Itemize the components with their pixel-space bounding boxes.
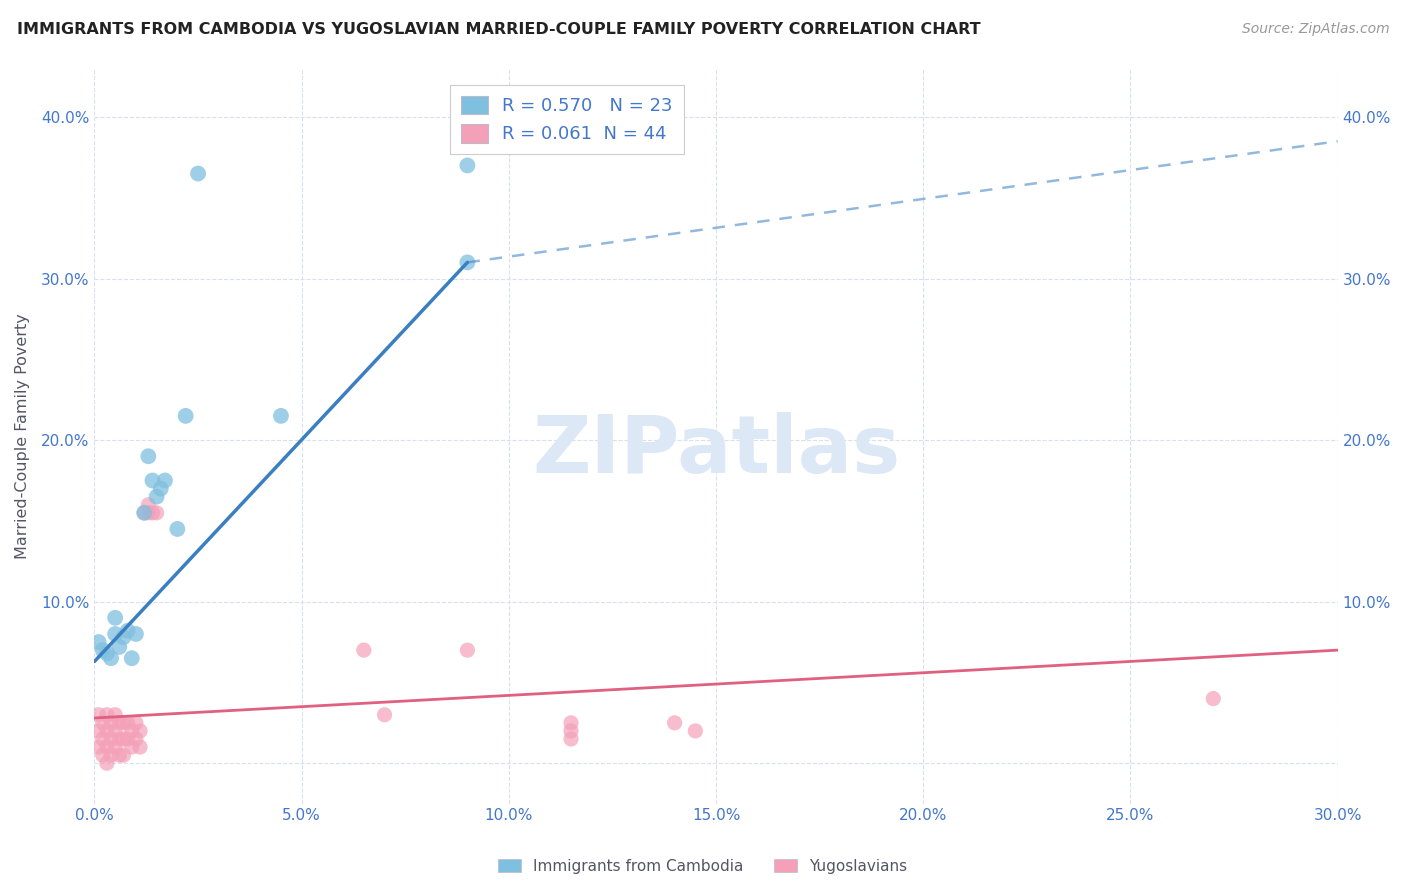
Point: [87, 740, 110, 755]
Point: [166, 522, 188, 536]
Point: [149, 482, 172, 496]
Point: [96, 756, 118, 771]
Point: [141, 506, 163, 520]
Point: [125, 731, 148, 746]
Legend: R = 0.570   N = 23, R = 0.061  N = 44: R = 0.570 N = 23, R = 0.061 N = 44: [450, 85, 683, 154]
Point: [117, 715, 139, 730]
Point: [456, 158, 478, 172]
Point: [104, 627, 127, 641]
Point: [108, 715, 131, 730]
Point: [134, 506, 156, 520]
Point: [100, 748, 122, 763]
Point: [187, 167, 209, 181]
Point: [153, 474, 176, 488]
Point: [100, 715, 122, 730]
Point: [91, 715, 114, 730]
Point: [112, 630, 135, 644]
Point: [125, 627, 148, 641]
Point: [685, 723, 707, 738]
Point: [104, 740, 127, 755]
Point: [112, 748, 135, 763]
Text: IMMIGRANTS FROM CAMBODIA VS YUGOSLAVIAN MARRIED-COUPLE FAMILY POVERTY CORRELATIO: IMMIGRANTS FROM CAMBODIA VS YUGOSLAVIAN …: [17, 22, 980, 37]
Point: [104, 723, 127, 738]
Point: [664, 715, 686, 730]
Point: [87, 635, 110, 649]
Y-axis label: Married-Couple Family Poverty: Married-Couple Family Poverty: [15, 313, 30, 559]
Point: [138, 450, 160, 464]
Point: [91, 731, 114, 746]
Point: [121, 723, 143, 738]
Point: [100, 731, 122, 746]
Point: [108, 748, 131, 763]
Point: [112, 715, 135, 730]
Point: [134, 506, 156, 520]
Point: [108, 731, 131, 746]
Point: [174, 409, 197, 423]
Point: [104, 707, 127, 722]
Text: ZIPatlas: ZIPatlas: [531, 412, 900, 490]
Point: [117, 731, 139, 746]
Point: [96, 740, 118, 755]
Point: [138, 498, 160, 512]
Point: [100, 651, 122, 665]
Point: [145, 490, 167, 504]
Point: [270, 409, 292, 423]
Text: Source: ZipAtlas.com: Source: ZipAtlas.com: [1241, 22, 1389, 37]
Point: [129, 723, 152, 738]
Point: [117, 624, 139, 638]
Point: [96, 723, 118, 738]
Point: [121, 651, 143, 665]
Point: [121, 740, 143, 755]
Point: [91, 748, 114, 763]
Point: [96, 646, 118, 660]
Legend: Immigrants from Cambodia, Yugoslavians: Immigrants from Cambodia, Yugoslavians: [492, 853, 914, 880]
Point: [91, 643, 114, 657]
Point: [456, 255, 478, 269]
Point: [112, 731, 135, 746]
Point: [96, 707, 118, 722]
Point: [374, 707, 396, 722]
Point: [104, 611, 127, 625]
Point: [129, 740, 152, 755]
Point: [108, 640, 131, 654]
Point: [145, 506, 167, 520]
Point: [353, 643, 375, 657]
Point: [1202, 691, 1225, 706]
Point: [87, 707, 110, 722]
Point: [87, 723, 110, 738]
Point: [560, 715, 582, 730]
Point: [456, 643, 478, 657]
Point: [141, 474, 163, 488]
Point: [125, 715, 148, 730]
Point: [560, 731, 582, 746]
Point: [560, 723, 582, 738]
Point: [138, 506, 160, 520]
